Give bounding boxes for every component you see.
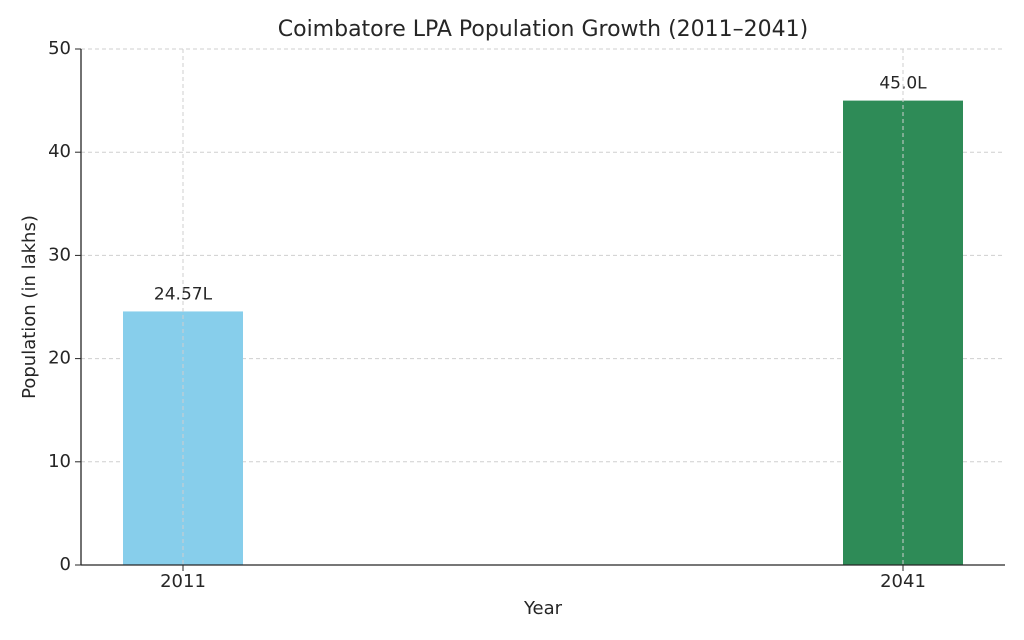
y-tick-label: 30 (48, 244, 71, 265)
x-tick-label: 2011 (160, 571, 206, 592)
chart-title: Coimbatore LPA Population Growth (2011–2… (278, 17, 809, 42)
y-tick-label: 10 (48, 451, 71, 472)
y-tick-label: 50 (48, 38, 71, 59)
x-tick-label: 2041 (880, 571, 926, 592)
y-tick-label: 40 (48, 141, 71, 162)
x-axis-label: Year (523, 598, 563, 619)
y-axis-label: Population (in lakhs) (19, 215, 40, 399)
y-tick-label: 0 (60, 554, 71, 575)
y-tick-label: 20 (48, 348, 71, 369)
value-label: 45.0L (879, 74, 927, 94)
